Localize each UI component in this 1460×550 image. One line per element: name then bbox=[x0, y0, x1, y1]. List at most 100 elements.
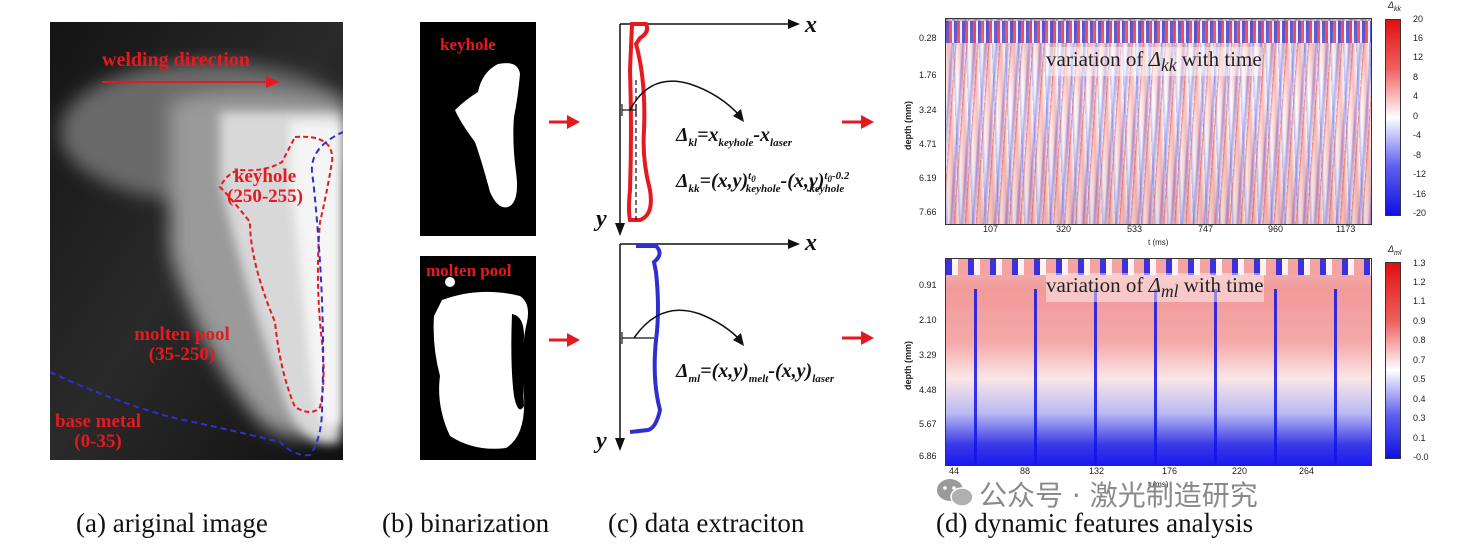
base-metal-range: (0-35) bbox=[74, 430, 122, 452]
cb-tick: 0.7 bbox=[1413, 355, 1426, 365]
bottom-y-ticks: 0.91 2.10 3.29 4.48 5.67 6.86 bbox=[915, 258, 943, 464]
top-x-axis-title: t (ms) bbox=[1148, 238, 1169, 247]
molten-pool-profile bbox=[629, 244, 663, 434]
bottom-colorbar-title: Δml bbox=[1388, 244, 1402, 257]
heatmap-top-label: variation of Δkk with time bbox=[1046, 47, 1262, 77]
cb-tick: 4 bbox=[1413, 91, 1419, 101]
cb-tick: -12 bbox=[1413, 169, 1427, 179]
cb-tick: 16 bbox=[1413, 33, 1424, 43]
cb-tick: 8 bbox=[1413, 72, 1419, 82]
keyhole-label: keyhole (250-255) bbox=[225, 167, 305, 207]
top-y-tick: 4.71 bbox=[919, 139, 937, 149]
top-x-tick: 747 bbox=[1198, 224, 1214, 234]
bottom-x-tick: 44 bbox=[949, 466, 960, 476]
top-band bbox=[946, 21, 1371, 43]
cb-tick: -0.0 bbox=[1413, 452, 1429, 462]
heatmap-bottom-label: variation of Δml with time bbox=[1046, 273, 1264, 303]
cb-tick: 0.8 bbox=[1413, 335, 1426, 345]
top-x-tick: 1173 bbox=[1336, 224, 1356, 234]
top-colorbar-title: Δkk bbox=[1388, 0, 1402, 13]
molten-pool-range: (35-250) bbox=[148, 343, 216, 365]
top-y-tick: 7.66 bbox=[919, 207, 937, 217]
caption-b: (b) binarization bbox=[382, 508, 550, 538]
wechat-icon bbox=[937, 479, 974, 507]
cb-tick: 1.1 bbox=[1413, 296, 1426, 306]
cb-tick: 0.4 bbox=[1413, 394, 1426, 404]
cb-tick: 12 bbox=[1413, 52, 1424, 62]
keyhole-name: keyhole bbox=[233, 166, 297, 187]
pool-shape bbox=[433, 277, 528, 449]
top-x-tick: 533 bbox=[1127, 224, 1143, 234]
cb-tick: 0.3 bbox=[1413, 413, 1426, 423]
cb-tick: -8 bbox=[1413, 150, 1422, 160]
cb-tick: 1.2 bbox=[1413, 277, 1426, 287]
bottom-y-tick: 0.91 bbox=[919, 280, 937, 290]
top-y-ticks: 0.28 1.76 3.24 4.71 6.19 7.66 bbox=[915, 18, 943, 223]
heatmap-top: variation of Δkk with time bbox=[945, 18, 1372, 225]
top-colorbar-ticks: 20 16 12 8 4 0 -4 -8 -12 -16 -20 bbox=[1413, 14, 1453, 219]
bottom-x-tick: 132 bbox=[1089, 466, 1105, 476]
data-extraction-diagram bbox=[615, 19, 800, 451]
molten-pool-label: molten pool (35-250) bbox=[122, 325, 242, 365]
top-y-tick: 6.19 bbox=[919, 173, 937, 183]
top-y-tick: 3.24 bbox=[919, 105, 937, 115]
cb-tick: 0.5 bbox=[1413, 374, 1426, 384]
cb-tick: -4 bbox=[1413, 130, 1422, 140]
caption-a: (a) ariginal image bbox=[76, 508, 268, 538]
welding-direction-label: welding direction bbox=[102, 49, 250, 71]
bottom-colorbar-ticks: 1.3 1.2 1.1 0.9 0.8 0.7 0.5 0.4 0.3 0.1 … bbox=[1413, 258, 1453, 463]
cb-tick: 0.1 bbox=[1413, 433, 1426, 443]
binarized-keyhole-image: keyhole bbox=[420, 22, 536, 236]
binary-keyhole-label: keyhole bbox=[440, 35, 496, 54]
bottom-x-tick: 220 bbox=[1232, 466, 1248, 476]
cb-tick: 0.9 bbox=[1413, 316, 1426, 326]
bottom-top-edge bbox=[946, 259, 1371, 275]
original-image bbox=[50, 22, 343, 460]
keyhole-profile bbox=[627, 22, 653, 222]
cb-tick: 0 bbox=[1413, 111, 1419, 121]
caption-d: (d) dynamic features analysis bbox=[936, 508, 1254, 538]
caption-c: (c) data extraciton bbox=[608, 508, 805, 538]
bottom-y-tick: 3.29 bbox=[919, 350, 937, 360]
top-y-axis-label: y bbox=[596, 206, 607, 232]
bottom-y-axis-title: depth (mm) bbox=[903, 341, 913, 390]
bottom-x-tick: 264 bbox=[1299, 466, 1315, 476]
bottom-y-tick: 2.10 bbox=[919, 315, 937, 325]
keyhole-range: (250-255) bbox=[227, 185, 303, 207]
panel-a: welding direction keyhole (250-255) molt… bbox=[50, 22, 343, 460]
keyhole-shape bbox=[455, 63, 520, 208]
top-x-tick: 320 bbox=[1056, 224, 1072, 234]
heatmap-bottom: variation of Δml with time bbox=[945, 258, 1372, 466]
top-x-tick: 107 bbox=[983, 224, 999, 234]
bottom-colorbar bbox=[1385, 262, 1401, 459]
equation-kk: Δkk=(x,y)t0keyhole-(x,y)t0-0.2keyhole bbox=[676, 170, 850, 195]
cb-tick: -16 bbox=[1413, 189, 1427, 199]
bottom-x-tick: 88 bbox=[1020, 466, 1031, 476]
cb-tick: -20 bbox=[1413, 208, 1427, 218]
watermark-text: 公众号 · 激光制造研究 bbox=[979, 479, 1258, 512]
top-x-axis-label: x bbox=[805, 12, 817, 38]
molten-pool-contour bbox=[50, 131, 343, 457]
top-y-tick: 1.76 bbox=[919, 70, 937, 80]
bottom-x-axis-title: t (ms) bbox=[1148, 480, 1169, 489]
cb-tick: 1.3 bbox=[1413, 258, 1426, 268]
bottom-streaks bbox=[946, 289, 1371, 465]
cb-tick: 20 bbox=[1413, 14, 1424, 24]
molten-pool-name: molten pool bbox=[134, 324, 230, 345]
bottom-y-tick: 5.67 bbox=[919, 419, 937, 429]
binary-pool-label: molten pool bbox=[426, 261, 512, 280]
bottom-y-axis-label: y bbox=[596, 428, 607, 454]
base-metal-label: base metal (0-35) bbox=[52, 412, 144, 452]
bottom-x-axis-label: x bbox=[805, 230, 817, 256]
top-y-axis-title: depth (mm) bbox=[903, 101, 913, 150]
base-metal-name: base metal bbox=[54, 411, 141, 432]
bottom-x-ticks: 44 88 132 176 220 264 bbox=[945, 466, 1370, 480]
top-x-ticks: 107 320 533 747 960 1173 bbox=[945, 224, 1370, 238]
bottom-y-tick: 4.48 bbox=[919, 385, 937, 395]
top-y-tick: 0.28 bbox=[919, 33, 937, 43]
top-x-tick: 960 bbox=[1268, 224, 1284, 234]
equation-ml: Δml=(x,y)melt-(x,y)laser bbox=[676, 360, 835, 385]
bottom-x-tick: 176 bbox=[1162, 466, 1178, 476]
equation-kl: Δkl=xkeyhole-xlaser bbox=[676, 124, 793, 149]
